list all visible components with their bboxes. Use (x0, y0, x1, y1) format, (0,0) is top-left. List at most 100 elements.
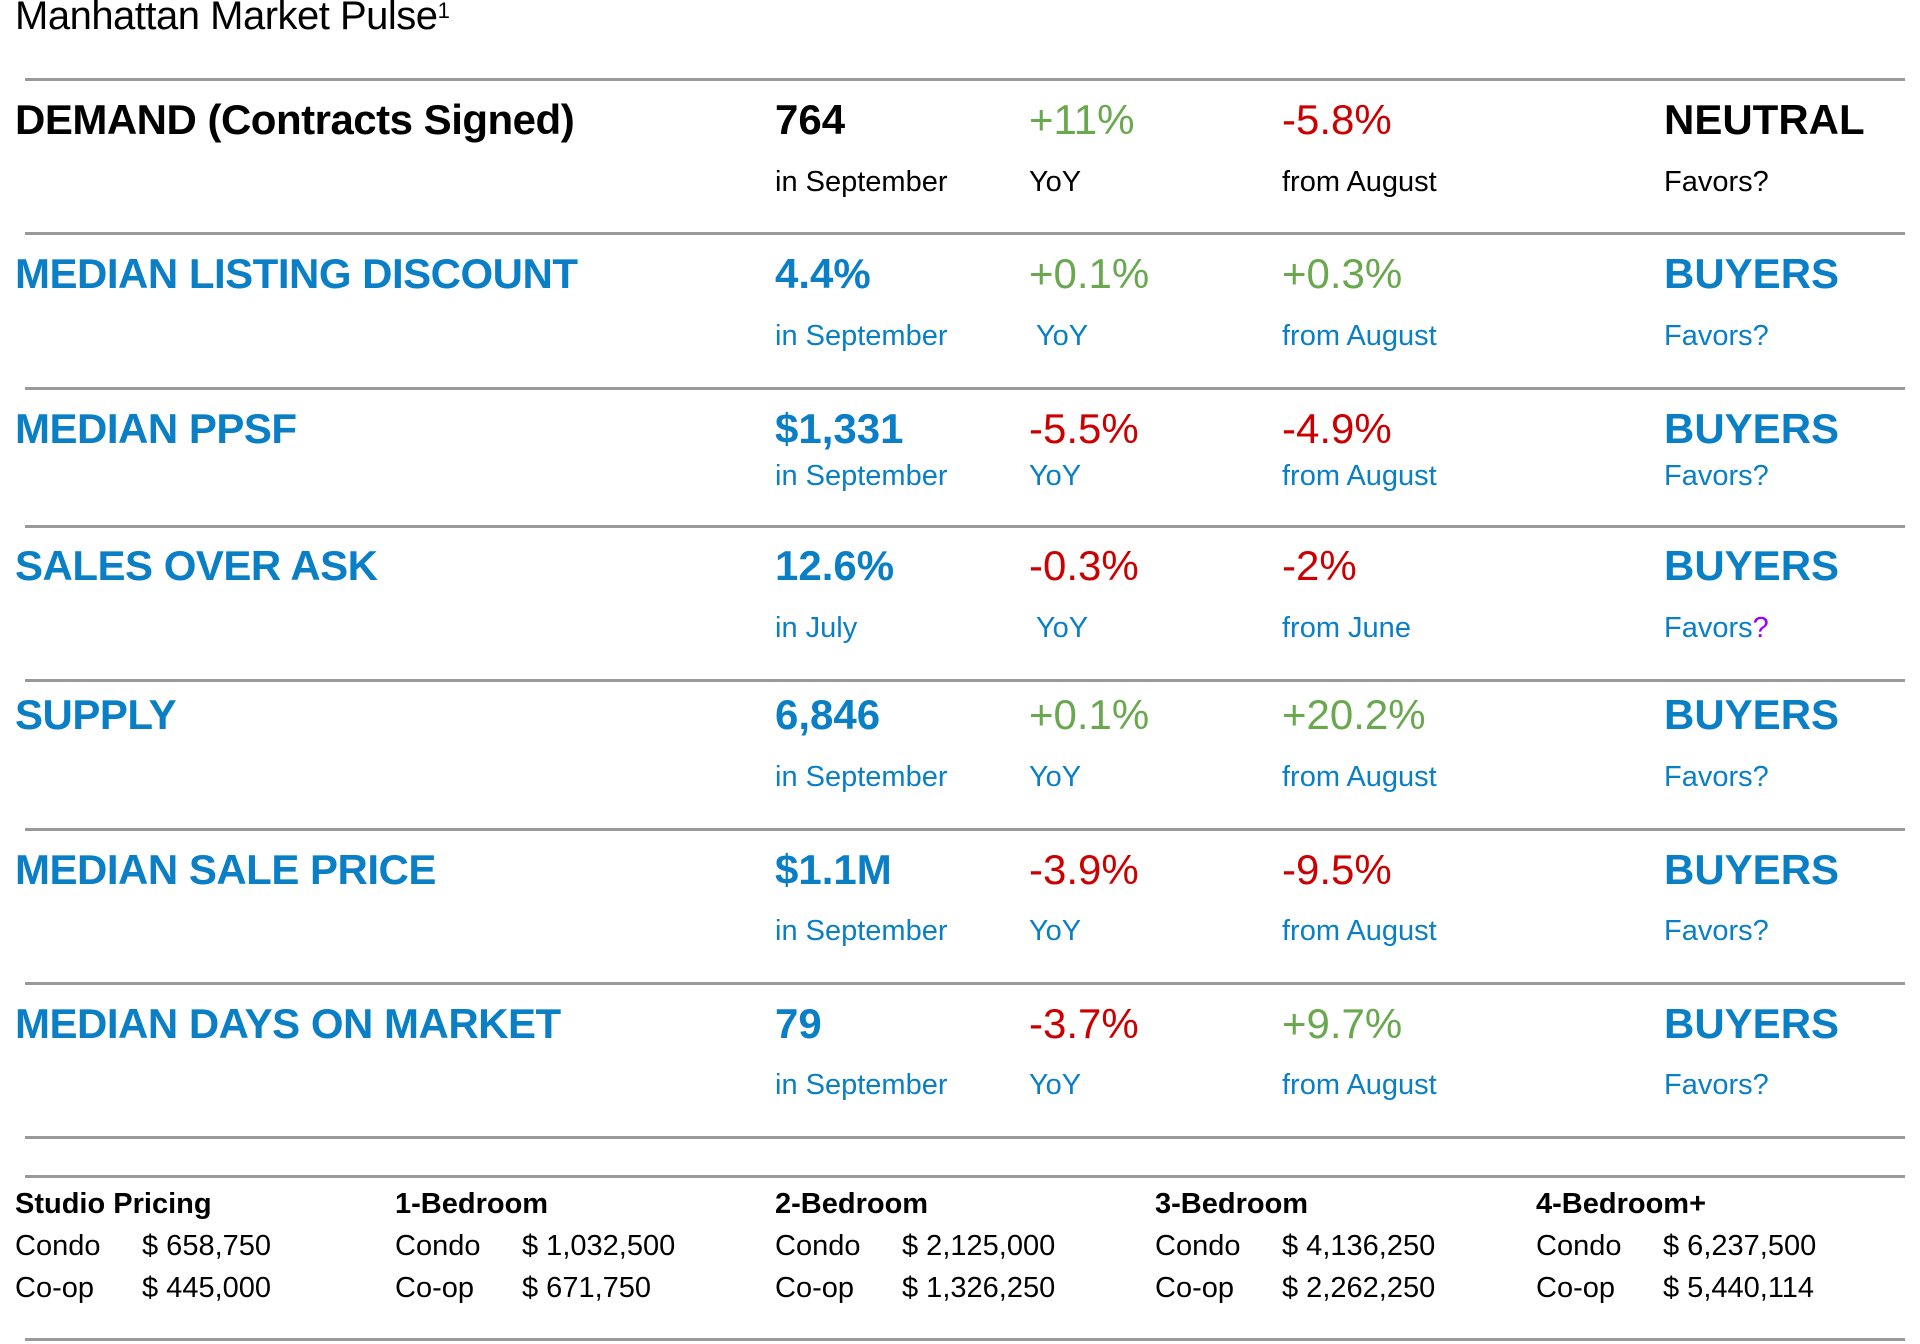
pricing-coop-row: Co-op $ 5,440,114 (1536, 1272, 1916, 1305)
divider (25, 78, 1905, 81)
coop-label: Co-op (775, 1272, 854, 1304)
divider (25, 982, 1905, 985)
pricing-condo-row: Condo $ 2,125,000 (775, 1230, 1155, 1263)
pricing-heading: Studio Pricing (15, 1188, 212, 1220)
favors-text: Favors (1664, 761, 1753, 793)
metric-yoy-label: YoY (1029, 166, 1082, 198)
metric-label: SUPPLY (15, 691, 177, 738)
condo-label: Condo (395, 1230, 481, 1262)
metric-favors: BUYERS (1664, 405, 1840, 452)
pricing-block-4br: 4-Bedroom+ Condo $ 6,237,500 Co-op $ 5,440… (1536, 1188, 1916, 1304)
favors-question: ? (1752, 1069, 1769, 1101)
metric-yoy: +0.1% (1029, 691, 1150, 738)
metric-favors: BUYERS (1664, 1000, 1840, 1047)
favors-question: ? (1752, 612, 1769, 644)
condo-price: $ 4,136,250 (1282, 1230, 1436, 1262)
divider (25, 1338, 1905, 1341)
divider (25, 525, 1905, 528)
metric-label: MEDIAN DAYS ON MARKET (15, 1000, 561, 1047)
divider (25, 232, 1905, 235)
pricing-block-studio: Studio Pricing Condo $ 658,750 Co-op $ 445… (15, 1188, 395, 1304)
favors-question: ? (1752, 761, 1769, 793)
pricing-heading: 1-Bedroom (395, 1188, 549, 1220)
metric-mom: -5.8% (1282, 96, 1392, 143)
metric-mom: -2% (1282, 542, 1357, 589)
metric-yoy-label: YoY (1029, 915, 1082, 947)
metric-value: $1,331 (775, 405, 904, 452)
pricing-coop-row: Co-op $ 445,000 (15, 1272, 395, 1305)
favors-text: Favors (1664, 612, 1753, 644)
divider (25, 387, 1905, 390)
favors-text: Favors (1664, 460, 1753, 492)
pricing-condo-row: Condo $ 6,237,500 (1536, 1230, 1916, 1263)
metric-yoy: -3.7% (1029, 1000, 1139, 1047)
favors-text: Favors (1664, 915, 1753, 947)
condo-price: $ 6,237,500 (1663, 1230, 1817, 1262)
favors-text: Favors (1664, 166, 1753, 198)
metric-mom-label: from August (1282, 1069, 1437, 1101)
metric-label: SALES OVER ASK (15, 542, 378, 589)
divider (25, 828, 1905, 831)
metric-mom-label: from August (1282, 761, 1437, 793)
coop-label: Co-op (395, 1272, 474, 1304)
favors-text: Favors (1664, 320, 1753, 352)
pricing-coop-row: Co-op $ 2,262,250 (1155, 1272, 1535, 1305)
metric-favors-label: Favors? (1664, 460, 1769, 493)
condo-label: Condo (1155, 1230, 1241, 1262)
metric-value: 12.6% (775, 542, 895, 589)
favors-question: ? (1752, 915, 1769, 947)
metric-label: MEDIAN PPSF (15, 405, 297, 452)
metric-mom-label: from August (1282, 460, 1437, 492)
coop-label: Co-op (1155, 1272, 1234, 1304)
condo-label: Condo (15, 1230, 101, 1262)
metric-value: 4.4% (775, 250, 871, 297)
condo-price: $ 1,032,500 (522, 1230, 676, 1262)
coop-label: Co-op (1536, 1272, 1615, 1304)
metric-value: $1.1M (775, 846, 892, 893)
metric-mom-label: from August (1282, 166, 1437, 198)
pricing-heading: 2-Bedroom (775, 1188, 929, 1220)
coop-price: $ 445,000 (142, 1272, 272, 1304)
metric-yoy: -3.9% (1029, 846, 1139, 893)
metric-yoy-label: YoY (1036, 612, 1089, 644)
metric-label: MEDIAN SALE PRICE (15, 846, 436, 893)
page-title: Manhattan Market Pulse1 (15, 0, 450, 39)
coop-price: $ 1,326,250 (902, 1272, 1056, 1304)
metric-favors-label: Favors? (1664, 612, 1769, 645)
metric-mom: +0.3% (1282, 250, 1403, 297)
divider (25, 1175, 1905, 1178)
condo-label: Condo (1536, 1230, 1622, 1262)
divider (25, 1136, 1905, 1139)
metric-favors-label: Favors? (1664, 761, 1769, 794)
metric-yoy: +0.1% (1029, 250, 1150, 297)
pricing-heading: 3-Bedroom (1155, 1188, 1309, 1220)
pricing-block-3br: 3-Bedroom Condo $ 4,136,250 Co-op $ 2,262,… (1155, 1188, 1535, 1304)
metric-period: in July (775, 612, 858, 644)
metric-favors: BUYERS (1664, 542, 1840, 589)
metric-favors: BUYERS (1664, 846, 1840, 893)
favors-question: ? (1752, 166, 1769, 198)
metric-favors-label: Favors? (1664, 320, 1769, 353)
coop-price: $ 671,750 (522, 1272, 652, 1304)
metric-favors: NEUTRAL (1664, 96, 1865, 143)
favors-question: ? (1752, 320, 1769, 352)
metric-favors-label: Favors? (1664, 166, 1769, 199)
metric-yoy: +11% (1029, 96, 1135, 143)
metric-mom-label: from August (1282, 320, 1437, 352)
pricing-condo-row: Condo $ 1,032,500 (395, 1230, 775, 1263)
page-title-text: Manhattan Market Pulse (15, 0, 438, 38)
metric-value: 764 (775, 96, 846, 143)
metric-mom: +20.2% (1282, 691, 1426, 738)
pricing-heading: 4-Bedroom+ (1536, 1188, 1707, 1220)
metric-period: in September (775, 915, 948, 947)
pricing-coop-row: Co-op $ 1,326,250 (775, 1272, 1155, 1305)
metric-yoy-label: YoY (1036, 320, 1089, 352)
metric-favors-label: Favors? (1664, 1069, 1769, 1102)
metric-label: DEMAND (Contracts Signed) (15, 96, 575, 143)
metric-mom-label: from June (1282, 612, 1411, 644)
pricing-condo-row: Condo $ 4,136,250 (1155, 1230, 1535, 1263)
footnote-marker: 1 (437, 0, 450, 23)
metric-value: 6,846 (775, 691, 881, 738)
pricing-block-2br: 2-Bedroom Condo $ 2,125,000 Co-op $ 1,326,… (775, 1188, 1155, 1304)
condo-price: $ 658,750 (142, 1230, 272, 1262)
